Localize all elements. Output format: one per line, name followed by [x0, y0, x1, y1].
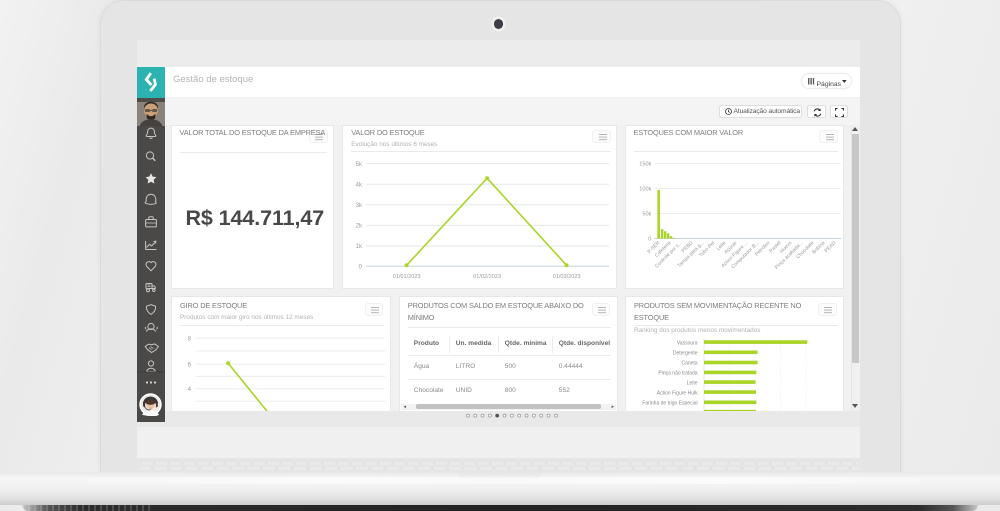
- svg-text:1k: 1k: [356, 244, 363, 250]
- svg-text:150k: 150k: [639, 162, 651, 168]
- svg-text:Action Figure Hulk: Action Figure Hulk: [657, 390, 698, 396]
- svg-text:0: 0: [359, 265, 363, 271]
- svg-text:Farinha de trigo Especial: Farinha de trigo Especial: [642, 400, 697, 406]
- svg-text:0: 0: [648, 237, 651, 243]
- svg-text:4: 4: [188, 387, 192, 393]
- svg-text:3k: 3k: [356, 203, 363, 209]
- svg-text:01/02/2023: 01/02/2023: [473, 274, 501, 280]
- svg-text:8: 8: [188, 336, 192, 342]
- svg-text:4k: 4k: [356, 182, 363, 188]
- svg-text:2k: 2k: [356, 224, 363, 230]
- svg-text:Caneta: Caneta: [681, 360, 697, 366]
- svg-text:100k: 100k: [639, 187, 651, 193]
- svg-text:01/01/2023: 01/01/2023: [393, 274, 421, 280]
- svg-text:5k: 5k: [356, 162, 363, 168]
- svg-text:6: 6: [188, 362, 192, 368]
- svg-text:Vassoura: Vassoura: [677, 340, 698, 346]
- svg-text:Pinça não tratada: Pinça não tratada: [658, 370, 697, 376]
- svg-text:50k: 50k: [642, 212, 651, 218]
- svg-text:PEAD: PEAD: [823, 240, 837, 254]
- svg-text:01/03/2023: 01/03/2023: [553, 274, 581, 280]
- svg-text:Leite: Leite: [687, 380, 698, 386]
- svg-text:Detergente: Detergente: [673, 350, 698, 356]
